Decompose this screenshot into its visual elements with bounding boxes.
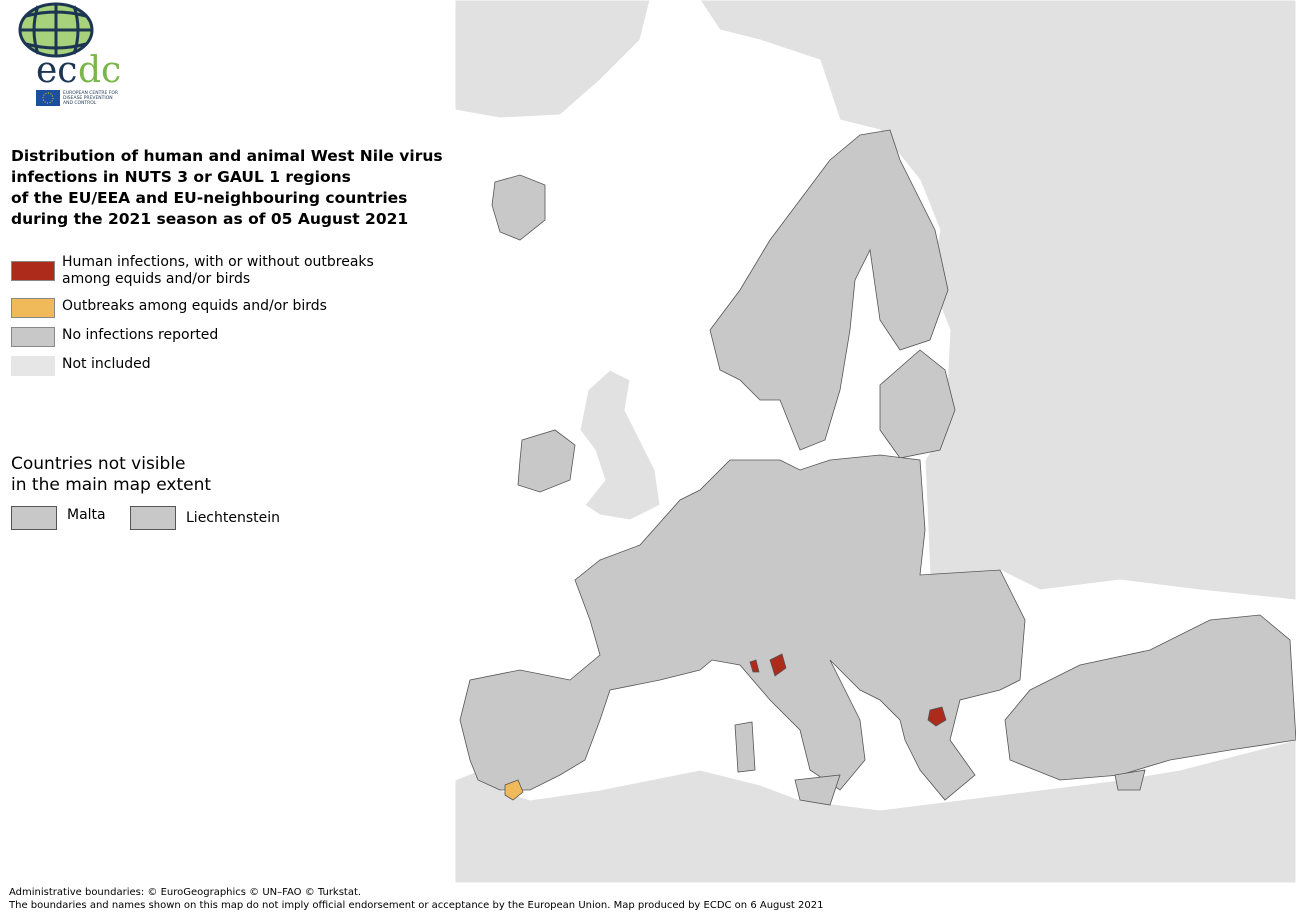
iceland [491, 174, 546, 241]
scandinavia [709, 129, 949, 451]
not-visible-malta: Malta [11, 506, 106, 530]
svg-text:AND CONTROL: AND CONTROL [63, 100, 97, 106]
legend-label: No infections reported [62, 327, 219, 343]
title-line: of the EU/EEA and EU-neighbouring countr… [11, 189, 408, 207]
ireland [517, 429, 576, 493]
animal-outbreak-regions [504, 779, 524, 801]
map-title: Distribution of human and animal West Ni… [11, 146, 443, 230]
not-visible-title: Countries not visible in the main map ex… [11, 454, 211, 496]
not-visible-liechtenstein: Liechtenstein [130, 506, 280, 530]
legend-label: Not included [62, 356, 151, 372]
legend-label: Outbreaks among equids and/or birds [62, 298, 327, 314]
footer-line: The boundaries and names shown on this m… [9, 900, 824, 911]
human-infection-regions [749, 653, 947, 727]
ecdc-logo: ec dc EUROPEAN CENTRE FOR DISEASE PREVEN… [8, 0, 138, 110]
no-infection-regions [459, 129, 1296, 806]
not-visible-title-line: Countries not visible [11, 454, 186, 474]
svg-text:DISEASE PREVENTION: DISEASE PREVENTION [63, 95, 113, 101]
svg-text:ec: ec [36, 50, 77, 91]
legend-item-animal: Outbreaks among equids and/or birds [11, 298, 327, 318]
legend-swatch [11, 327, 55, 347]
corsica-sardinia [734, 721, 756, 773]
svg-text:EUROPEAN CENTRE FOR: EUROPEAN CENTRE FOR [63, 90, 118, 96]
legend-swatch [11, 261, 55, 281]
title-line: Distribution of human and animal West Ni… [11, 147, 443, 165]
liechtenstein-swatch [130, 506, 176, 530]
title-line: during the 2021 season as of 05 August 2… [11, 210, 409, 228]
malta-swatch [11, 506, 57, 530]
legend-swatch [11, 298, 55, 318]
footer-line: Administrative boundaries: © EuroGeograp… [9, 887, 362, 898]
sicily [794, 774, 841, 806]
svg-text:dc: dc [78, 50, 121, 91]
malta-label: Malta [67, 507, 106, 523]
footer-credits: Administrative boundaries: © EuroGeograp… [9, 886, 823, 912]
baltics [879, 349, 956, 459]
liechtenstein-label: Liechtenstein [186, 510, 281, 526]
legend-item-human: Human infections, with or without outbre… [11, 254, 422, 288]
legend-swatch [11, 356, 55, 376]
turkey [1004, 614, 1296, 781]
legend-label: Human infections, with or without outbre… [62, 254, 374, 287]
legend-item-not-included: Not included [11, 356, 151, 376]
continent [459, 454, 1026, 801]
legend-item-none: No infections reported [11, 327, 218, 347]
not-visible-title-line: in the main map extent [11, 475, 212, 495]
cyprus [1114, 769, 1146, 791]
title-line: infections in NUTS 3 or GAUL 1 regions [11, 168, 351, 186]
